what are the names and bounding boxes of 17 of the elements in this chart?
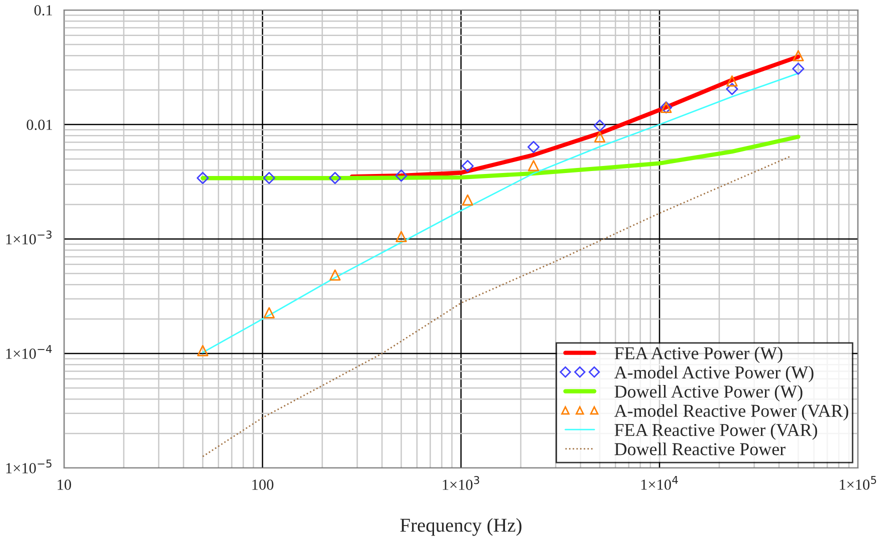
y-tick-label: 0.1 bbox=[34, 5, 52, 16]
x-tick-label: 1×10$^{3}$ bbox=[442, 476, 480, 490]
y-tick-label: 1×10$^{−4}$ bbox=[6, 345, 52, 359]
legend-label: FEA Reactive Power (VAR) bbox=[614, 423, 818, 440]
legend-label: Dowell Active Power (W) bbox=[614, 385, 802, 402]
x-tick-label: 100 bbox=[252, 480, 274, 490]
legend-label: A-model Active Power (W) bbox=[614, 366, 814, 382]
x-tick-label: 1×10$^{4}$ bbox=[641, 476, 678, 490]
legend-label: Dowell Reactive Power bbox=[614, 442, 786, 456]
x-axis-title: Frequency (Hz) bbox=[400, 518, 522, 536]
y-tick-label: 0.01 bbox=[26, 120, 52, 130]
y-tick-label: 1×10$^{−5}$ bbox=[6, 460, 52, 474]
legend-label: A-model Reactive Power (VAR) bbox=[614, 404, 848, 421]
legend-label: FEA Active Power (W) bbox=[614, 346, 782, 364]
x-tick-label: 10 bbox=[58, 480, 72, 490]
x-tick-label: 1×10$^{5}$ bbox=[840, 476, 876, 490]
y-tick-label: 1×10$^{−3}$ bbox=[6, 230, 52, 244]
